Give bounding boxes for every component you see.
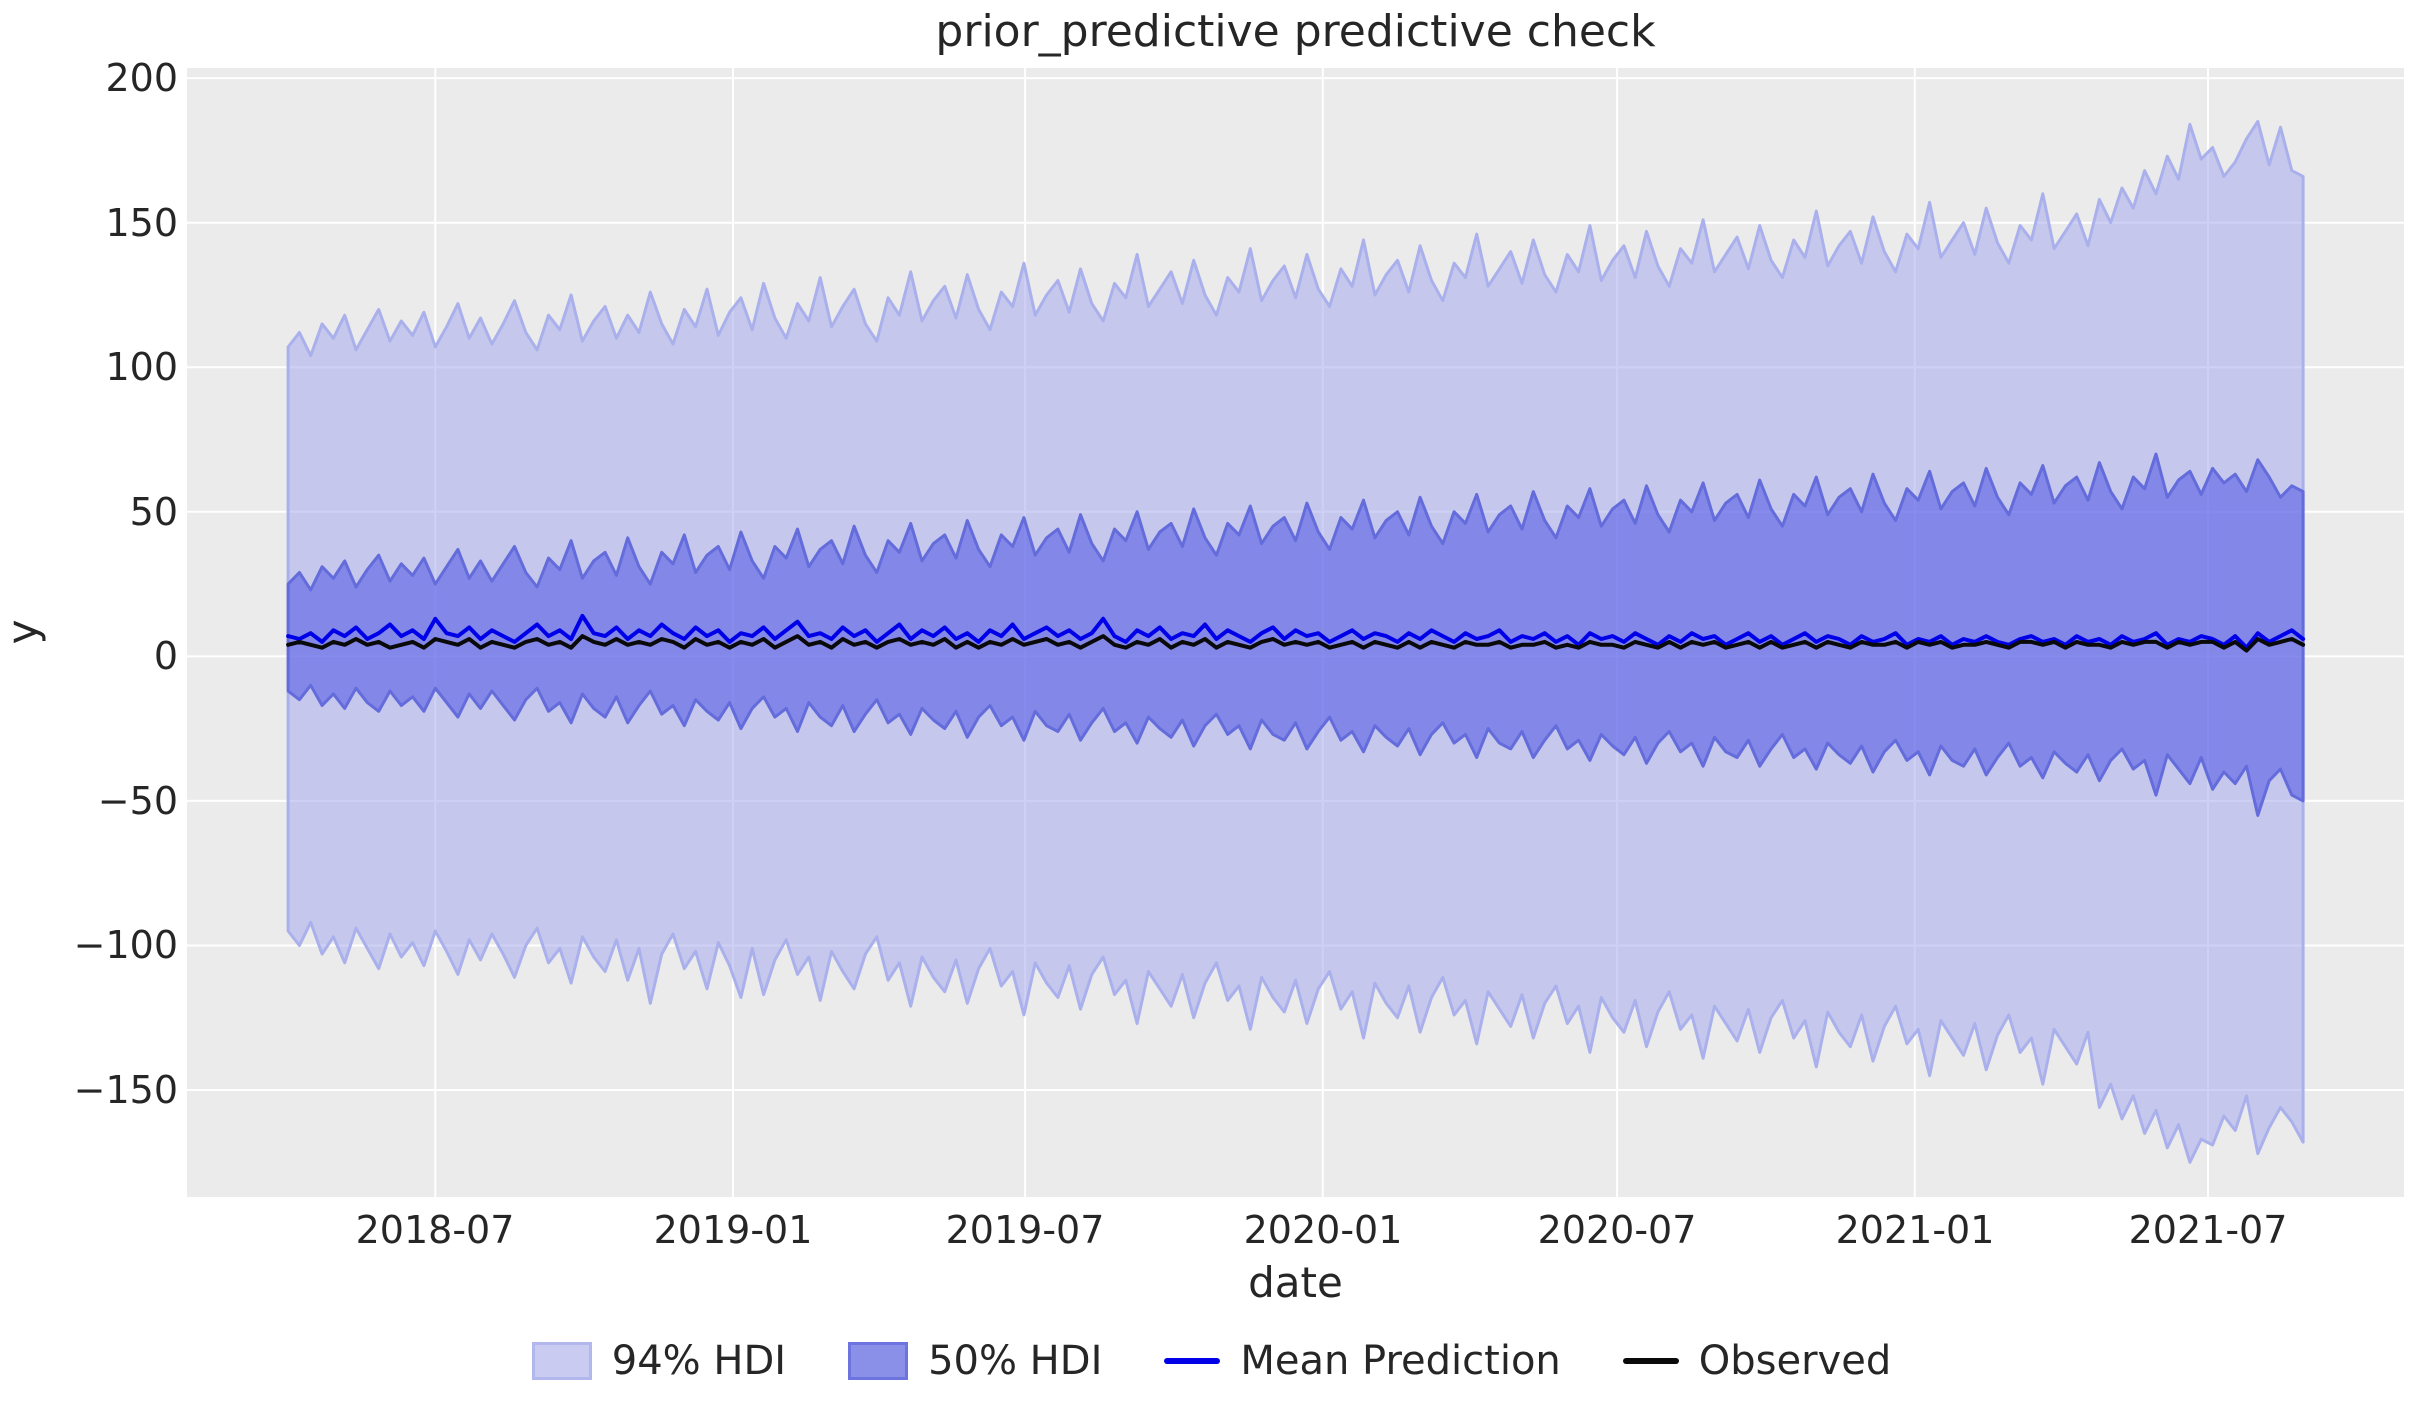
y-tick-label: 150 — [105, 201, 178, 245]
y-axis-ticks: 200 150 100 50 0 −50 −100 −150 — [0, 0, 178, 1423]
y-tick-label: 100 — [105, 345, 178, 389]
legend-label-50-hdi: 50% HDI — [928, 1338, 1103, 1384]
x-tick-label: 2021-07 — [2128, 1208, 2288, 1252]
y-tick-label: 50 — [129, 490, 178, 534]
y-tick-label: 0 — [153, 634, 178, 678]
legend-swatch-50-hdi — [848, 1342, 909, 1380]
legend-line-observed — [1622, 1358, 1679, 1364]
observed-line — [286, 634, 2306, 653]
legend-line-mean-prediction — [1164, 1358, 1221, 1364]
y-tick-label: 200 — [105, 56, 178, 100]
legend-label-94-hdi: 94% HDI — [611, 1338, 787, 1384]
legend-item-50-hdi: 50% HDI — [848, 1338, 1102, 1384]
legend-label-observed: Observed — [1698, 1338, 1892, 1384]
plot-svg — [187, 68, 2404, 1197]
y-tick-label: −100 — [73, 923, 178, 967]
y-tick-label: −150 — [73, 1068, 178, 1112]
x-axis-label: date — [1248, 1258, 1343, 1307]
band-50-hdi — [286, 452, 2305, 817]
legend: 94% HDI 50% HDI Mean Prediction Observed — [0, 1338, 2423, 1384]
legend-item-mean-prediction: Mean Prediction — [1164, 1338, 1561, 1384]
legend-item-observed: Observed — [1622, 1338, 1892, 1384]
y-tick-label: −50 — [97, 779, 178, 823]
x-tick-label: 2018-07 — [355, 1208, 515, 1252]
y-axis-label: y — [0, 619, 47, 645]
chart-title: prior_predictive predictive check — [935, 6, 1656, 57]
x-tick-label: 2020-07 — [1537, 1208, 1697, 1252]
legend-swatch-94-hdi — [531, 1342, 592, 1380]
x-tick-label: 2019-07 — [945, 1208, 1105, 1252]
mean-prediction-line — [286, 613, 2306, 650]
legend-item-94-hdi: 94% HDI — [531, 1338, 787, 1384]
x-tick-label: 2020-01 — [1243, 1208, 1403, 1252]
plot-area — [187, 68, 2404, 1197]
x-tick-label: 2019-01 — [653, 1208, 813, 1252]
legend-label-mean-prediction: Mean Prediction — [1240, 1338, 1561, 1384]
x-tick-label: 2021-01 — [1835, 1208, 1995, 1252]
